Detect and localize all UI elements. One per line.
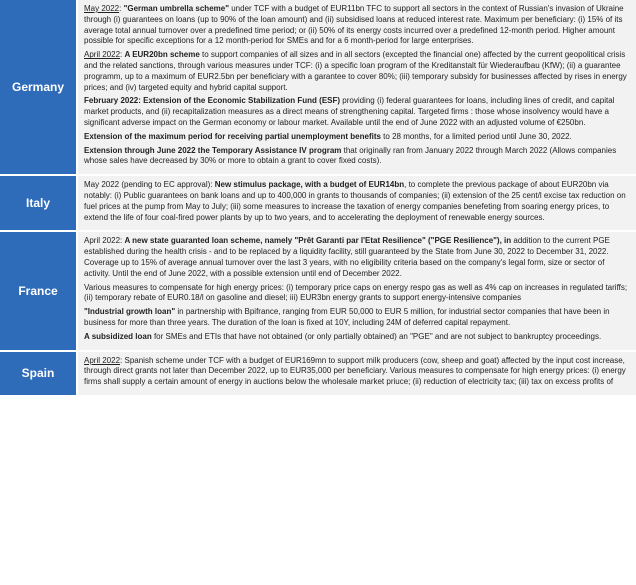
- content-cell: April 2022: A new state guaranted loan s…: [78, 232, 636, 349]
- table-row: ItalyMay 2022 (pending to EC approval): …: [0, 176, 636, 232]
- country-cell: Germany: [0, 0, 78, 174]
- measure-paragraph: A subsidized loan for SMEs and ETIs that…: [84, 332, 630, 343]
- content-cell: May 2022: "German umbrella scheme" under…: [78, 0, 636, 174]
- measure-paragraph: Extension of the maximum period for rece…: [84, 132, 630, 143]
- table-row: FranceApril 2022: A new state guaranted …: [0, 232, 636, 351]
- content-cell: April 2022: Spanish scheme under TCF wit…: [78, 352, 636, 395]
- measure-paragraph: April 2022: A EUR20bn scheme to support …: [84, 50, 630, 93]
- country-cell: France: [0, 232, 78, 349]
- measure-paragraph: February 2022: Extension of the Economic…: [84, 96, 630, 128]
- measures-table: GermanyMay 2022: "German umbrella scheme…: [0, 0, 636, 397]
- measure-paragraph: April 2022: Spanish scheme under TCF wit…: [84, 356, 630, 388]
- measure-paragraph: Various measures to compensate for high …: [84, 283, 630, 305]
- country-cell: Spain: [0, 352, 78, 395]
- measure-paragraph: May 2022: "German umbrella scheme" under…: [84, 4, 630, 47]
- measure-paragraph: May 2022 (pending to EC approval): New s…: [84, 180, 630, 223]
- measure-paragraph: April 2022: A new state guaranted loan s…: [84, 236, 630, 279]
- table-row: GermanyMay 2022: "German umbrella scheme…: [0, 0, 636, 176]
- measure-paragraph: Extension through June 2022 the Temporar…: [84, 146, 630, 168]
- measure-paragraph: "Industrial growth loan" in partnership …: [84, 307, 630, 329]
- country-cell: Italy: [0, 176, 78, 230]
- content-cell: May 2022 (pending to EC approval): New s…: [78, 176, 636, 230]
- table-row: SpainApril 2022: Spanish scheme under TC…: [0, 352, 636, 397]
